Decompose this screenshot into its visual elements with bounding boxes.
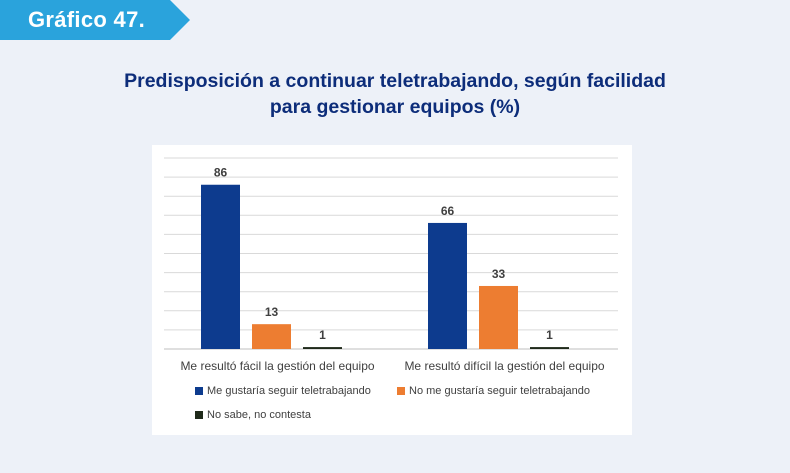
legend-swatch-series-1: [195, 387, 203, 395]
chart-title-line-1: Predisposición a continuar teletrabajand…: [124, 70, 666, 92]
bar-1-series-3: [303, 347, 342, 349]
chart-panel: 86 13 1 Me resultó fácil la gestión del equ…: [152, 145, 632, 435]
data-label-2-series-3: 1: [546, 328, 553, 342]
data-label-2-series-1: 66: [441, 204, 455, 218]
legend-swatch-series-2: [397, 387, 405, 395]
bar-2-series-3: [530, 347, 569, 349]
bar-2-series-2: [479, 285, 518, 349]
chart-title-line-2: para gestionar equipos (%): [269, 96, 521, 118]
bar-chart: 86 13 1 Me resultó fácil la gestión del equ…: [164, 157, 618, 373]
category-label-1: Me resultó fácil la gestión del equipo: [180, 359, 374, 373]
legend-swatch-series-3: [195, 411, 203, 419]
chart-number-badge: [0, 0, 190, 40]
data-label-2-series-2: 33: [492, 267, 506, 281]
legend-item-series-1: Me gustaría seguir teletrabajando: [195, 385, 371, 397]
legend-label-series-2: No me gustaría seguir teletrabajando: [409, 385, 590, 397]
legend-item-series-3: No sabe, no contesta: [195, 409, 311, 421]
bar-2-series-1: [428, 222, 467, 349]
data-label-1-series-3: 1: [319, 328, 326, 342]
data-label-1-series-2: 13: [265, 305, 279, 319]
legend-label-series-1: Me gustaría seguir teletrabajando: [207, 385, 371, 397]
data-label-1-series-1: 86: [214, 166, 228, 180]
bar-1-series-1: [201, 184, 240, 349]
category-label-2: Me resultó difícil la gestión del equipo: [404, 359, 604, 373]
chart-number-label: Gráfico 47.: [28, 7, 146, 32]
legend-item-series-2: No me gustaría seguir teletrabajando: [397, 385, 590, 397]
bar-1-series-2: [252, 324, 291, 349]
legend-label-series-3: No sabe, no contesta: [207, 409, 311, 421]
chart-title: Predisposición a continuar teletrabajand…: [80, 68, 710, 120]
